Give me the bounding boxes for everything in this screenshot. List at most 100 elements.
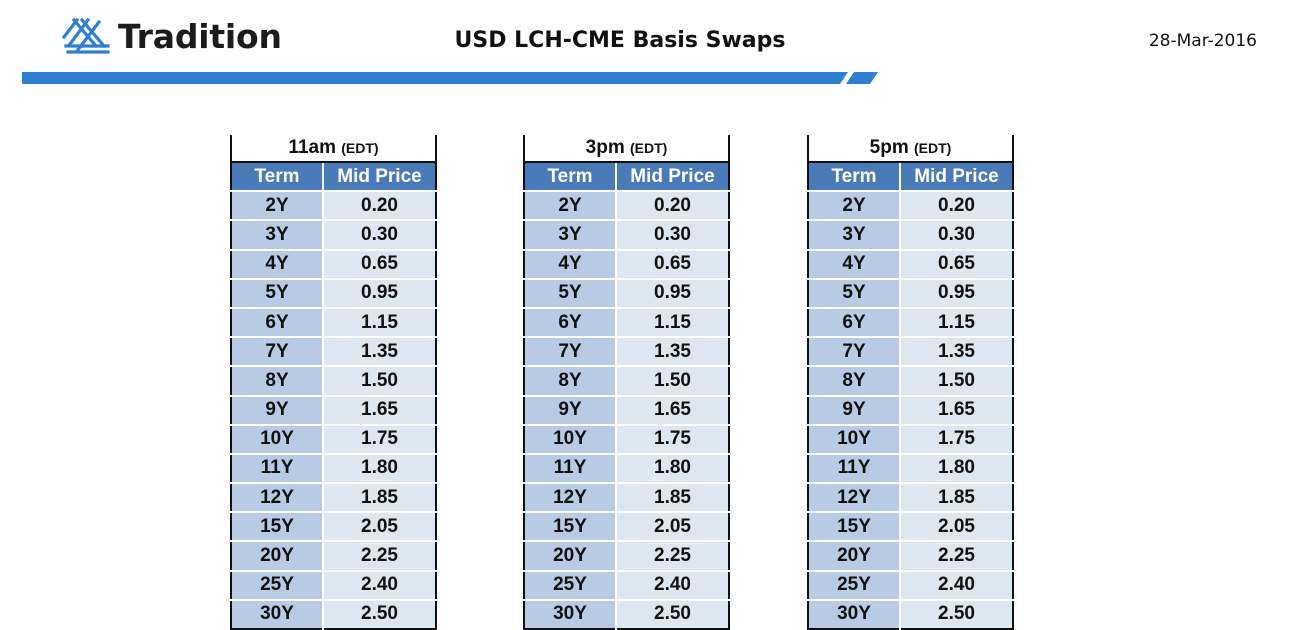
table-body: 2Y 0.20 3Y 0.30 4Y 0.65 5Y 0.95 6Y 1.15 7Y 1.35 8Y 1.…: [808, 190, 1013, 629]
table-row: 5Y 0.95: [524, 277, 729, 309]
term-cell: 3Y: [808, 219, 901, 251]
term-cell: 5Y: [808, 277, 901, 309]
table-row: 7Y 1.35: [808, 336, 1013, 368]
mid-price-cell: 0.20: [899, 190, 1013, 222]
term-cell: 2Y: [524, 190, 617, 222]
table-row: 4Y 0.65: [524, 248, 729, 280]
table-row: 9Y 1.65: [808, 394, 1013, 426]
table-row: 4Y 0.65: [808, 248, 1013, 280]
mid-price-cell: 2.05: [615, 511, 729, 543]
table-row: 25Y 2.40: [231, 569, 436, 601]
mid-price-cell: 1.50: [322, 365, 436, 397]
term-column-header: Term: [524, 160, 617, 193]
table-row: 20Y 2.25: [808, 540, 1013, 572]
table-row: 25Y 2.40: [524, 569, 729, 601]
mid-price-cell: 1.85: [615, 482, 729, 514]
table-row: 12Y 1.85: [524, 482, 729, 514]
term-cell: 30Y: [808, 598, 901, 629]
term-cell: 7Y: [231, 336, 324, 368]
mid-price-cell: 1.50: [615, 365, 729, 397]
session-time: 5pm: [869, 137, 909, 158]
session-title: 11am (EDT): [231, 133, 436, 163]
table-row: 12Y 1.85: [231, 482, 436, 514]
table-row: 12Y 1.85: [808, 482, 1013, 514]
mid-price-cell: 2.50: [322, 598, 436, 629]
term-cell: 10Y: [808, 423, 901, 455]
logo-text: Tradition: [118, 16, 282, 56]
term-cell: 25Y: [808, 569, 901, 601]
term-cell: 20Y: [808, 540, 901, 572]
table-row: 2Y 0.20: [808, 190, 1013, 222]
mid-price-cell: 0.30: [322, 219, 436, 251]
table-row: 6Y 1.15: [231, 306, 436, 339]
table-row: 7Y 1.35: [524, 336, 729, 368]
term-cell: 11Y: [808, 452, 901, 485]
term-cell: 2Y: [231, 190, 324, 222]
session-timezone: (EDT): [914, 140, 952, 156]
mid-price-cell: 2.40: [322, 569, 436, 601]
mid-price-cell: 0.95: [615, 277, 729, 309]
mid-price-cell: 0.20: [615, 190, 729, 222]
mid-price-cell: 1.35: [899, 336, 1013, 368]
table-row: 7Y 1.35: [231, 336, 436, 368]
term-cell: 9Y: [808, 394, 901, 426]
column-header-row: Term Mid Price: [231, 160, 436, 193]
mid-price-cell: 1.65: [322, 394, 436, 426]
term-cell: 9Y: [231, 394, 324, 426]
mid-price-cell: 0.65: [322, 248, 436, 280]
column-header-row: Term Mid Price: [524, 160, 729, 193]
session-time: 11am: [288, 137, 336, 158]
mid-price-cell: 2.05: [322, 511, 436, 543]
session-header: 5pm (EDT): [808, 133, 1013, 163]
table-row: 2Y 0.20: [231, 190, 436, 222]
term-cell: 12Y: [808, 482, 901, 514]
mid-price-cell: 2.25: [899, 540, 1013, 572]
term-cell: 8Y: [524, 365, 617, 397]
table-row: 15Y 2.05: [808, 511, 1013, 543]
mid-price-cell: 1.35: [615, 336, 729, 368]
mid-price-cell: 1.75: [899, 423, 1013, 455]
term-cell: 11Y: [231, 452, 324, 485]
session-title: 5pm (EDT): [808, 133, 1013, 163]
mid-price-cell: 1.85: [322, 482, 436, 514]
term-cell: 10Y: [231, 423, 324, 455]
session-header: 3pm (EDT): [524, 133, 729, 163]
term-cell: 12Y: [524, 482, 617, 514]
table-row: 3Y 0.30: [524, 219, 729, 251]
session-header: 11am (EDT): [231, 133, 436, 163]
table-row: 15Y 2.05: [231, 511, 436, 543]
table-body: 2Y 0.20 3Y 0.30 4Y 0.65 5Y 0.95 6Y 1.15 7Y 1.35 8Y 1.…: [524, 190, 729, 629]
table-row: 8Y 1.50: [231, 365, 436, 397]
company-logo: Tradition: [62, 14, 282, 58]
mid-price-cell: 2.40: [615, 569, 729, 601]
table-row: 6Y 1.15: [524, 306, 729, 339]
term-cell: 12Y: [231, 482, 324, 514]
mid-price-column-header: Mid Price: [615, 160, 729, 193]
mid-price-cell: 2.05: [899, 511, 1013, 543]
quote-table-11am: 11am (EDT) Term Mid Price 2Y 0.20 3Y 0.30 4Y…: [230, 133, 437, 630]
mid-price-cell: 1.15: [322, 306, 436, 339]
mid-price-cell: 0.65: [615, 248, 729, 280]
column-header-row: Term Mid Price: [808, 160, 1013, 193]
mid-price-cell: 2.40: [899, 569, 1013, 601]
mid-price-cell: 1.15: [615, 306, 729, 339]
mid-price-cell: 1.15: [899, 306, 1013, 339]
table-row: 3Y 0.30: [231, 219, 436, 251]
term-cell: 2Y: [808, 190, 901, 222]
term-cell: 30Y: [231, 598, 324, 629]
table-row: 10Y 1.75: [808, 423, 1013, 455]
term-cell: 15Y: [524, 511, 617, 543]
session-timezone: (EDT): [341, 140, 379, 156]
mid-price-cell: 1.80: [899, 452, 1013, 485]
mid-price-cell: 0.20: [322, 190, 436, 222]
table-row: 5Y 0.95: [231, 277, 436, 309]
table-row: 4Y 0.65: [231, 248, 436, 280]
table-row: 6Y 1.15: [808, 306, 1013, 339]
term-cell: 15Y: [808, 511, 901, 543]
term-cell: 7Y: [808, 336, 901, 368]
table-row: 30Y 2.50: [808, 598, 1013, 629]
mid-price-cell: 1.75: [615, 423, 729, 455]
table-row: 10Y 1.75: [524, 423, 729, 455]
term-cell: 6Y: [524, 306, 617, 339]
term-cell: 20Y: [231, 540, 324, 572]
